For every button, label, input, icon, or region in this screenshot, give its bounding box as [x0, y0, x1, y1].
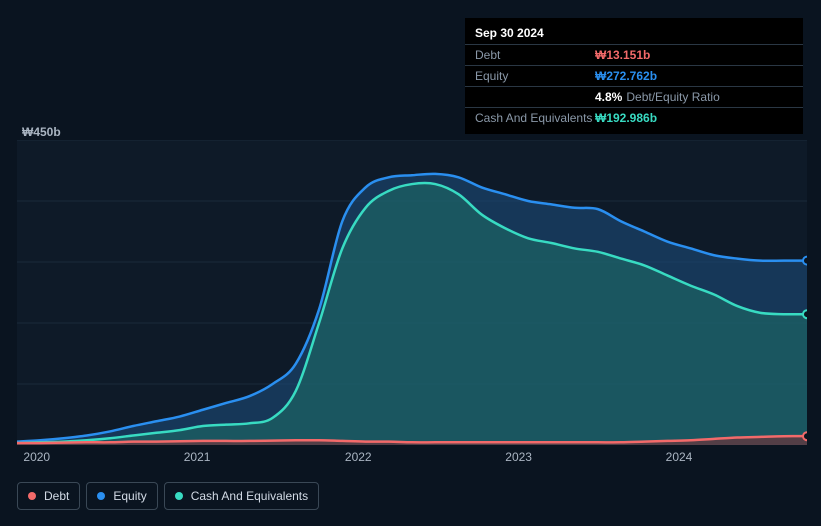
legend-label: Equity: [113, 489, 146, 503]
xaxis-tick: 2020: [23, 450, 50, 464]
tooltip-row-value: ₩192.986b: [595, 111, 657, 125]
legend-dot-icon: [175, 492, 183, 500]
xaxis-tick: 2022: [345, 450, 372, 464]
chart-tooltip: Sep 30 2024 Debt₩13.151bEquity₩272.762b4…: [465, 18, 803, 134]
xaxis: 2020 2021 2022 2023 2024: [17, 445, 807, 465]
xaxis-tick: 2024: [666, 450, 693, 464]
tooltip-row-label: Debt: [475, 48, 595, 62]
tooltip-row-suffix: Debt/Equity Ratio: [626, 90, 719, 104]
yaxis-tick-top: ₩450b: [22, 125, 61, 139]
legend-dot-icon: [97, 492, 105, 500]
legend-item-cash-and-equivalents[interactable]: Cash And Equivalents: [164, 482, 319, 510]
xaxis-tick: 2023: [505, 450, 532, 464]
xaxis-tick: 2021: [184, 450, 211, 464]
tooltip-row: Cash And Equivalents₩192.986b: [465, 107, 803, 128]
chart-legend: Debt Equity Cash And Equivalents: [17, 482, 319, 510]
tooltip-row: Equity₩272.762b: [465, 65, 803, 86]
tooltip-row-value: ₩272.762b: [595, 69, 657, 83]
tooltip-date: Sep 30 2024: [465, 24, 803, 44]
tooltip-row-label: [475, 90, 595, 104]
legend-item-equity[interactable]: Equity: [86, 482, 157, 510]
legend-item-debt[interactable]: Debt: [17, 482, 80, 510]
tooltip-row-label: Cash And Equivalents: [475, 111, 595, 125]
legend-dot-icon: [28, 492, 36, 500]
area-chart: [17, 140, 807, 445]
legend-label: Cash And Equivalents: [191, 489, 308, 503]
tooltip-row-value: 4.8%Debt/Equity Ratio: [595, 90, 720, 104]
tooltip-row: 4.8%Debt/Equity Ratio: [465, 86, 803, 107]
legend-label: Debt: [44, 489, 69, 503]
tooltip-row: Debt₩13.151b: [465, 44, 803, 65]
tooltip-row-label: Equity: [475, 69, 595, 83]
tooltip-row-value: ₩13.151b: [595, 48, 650, 62]
